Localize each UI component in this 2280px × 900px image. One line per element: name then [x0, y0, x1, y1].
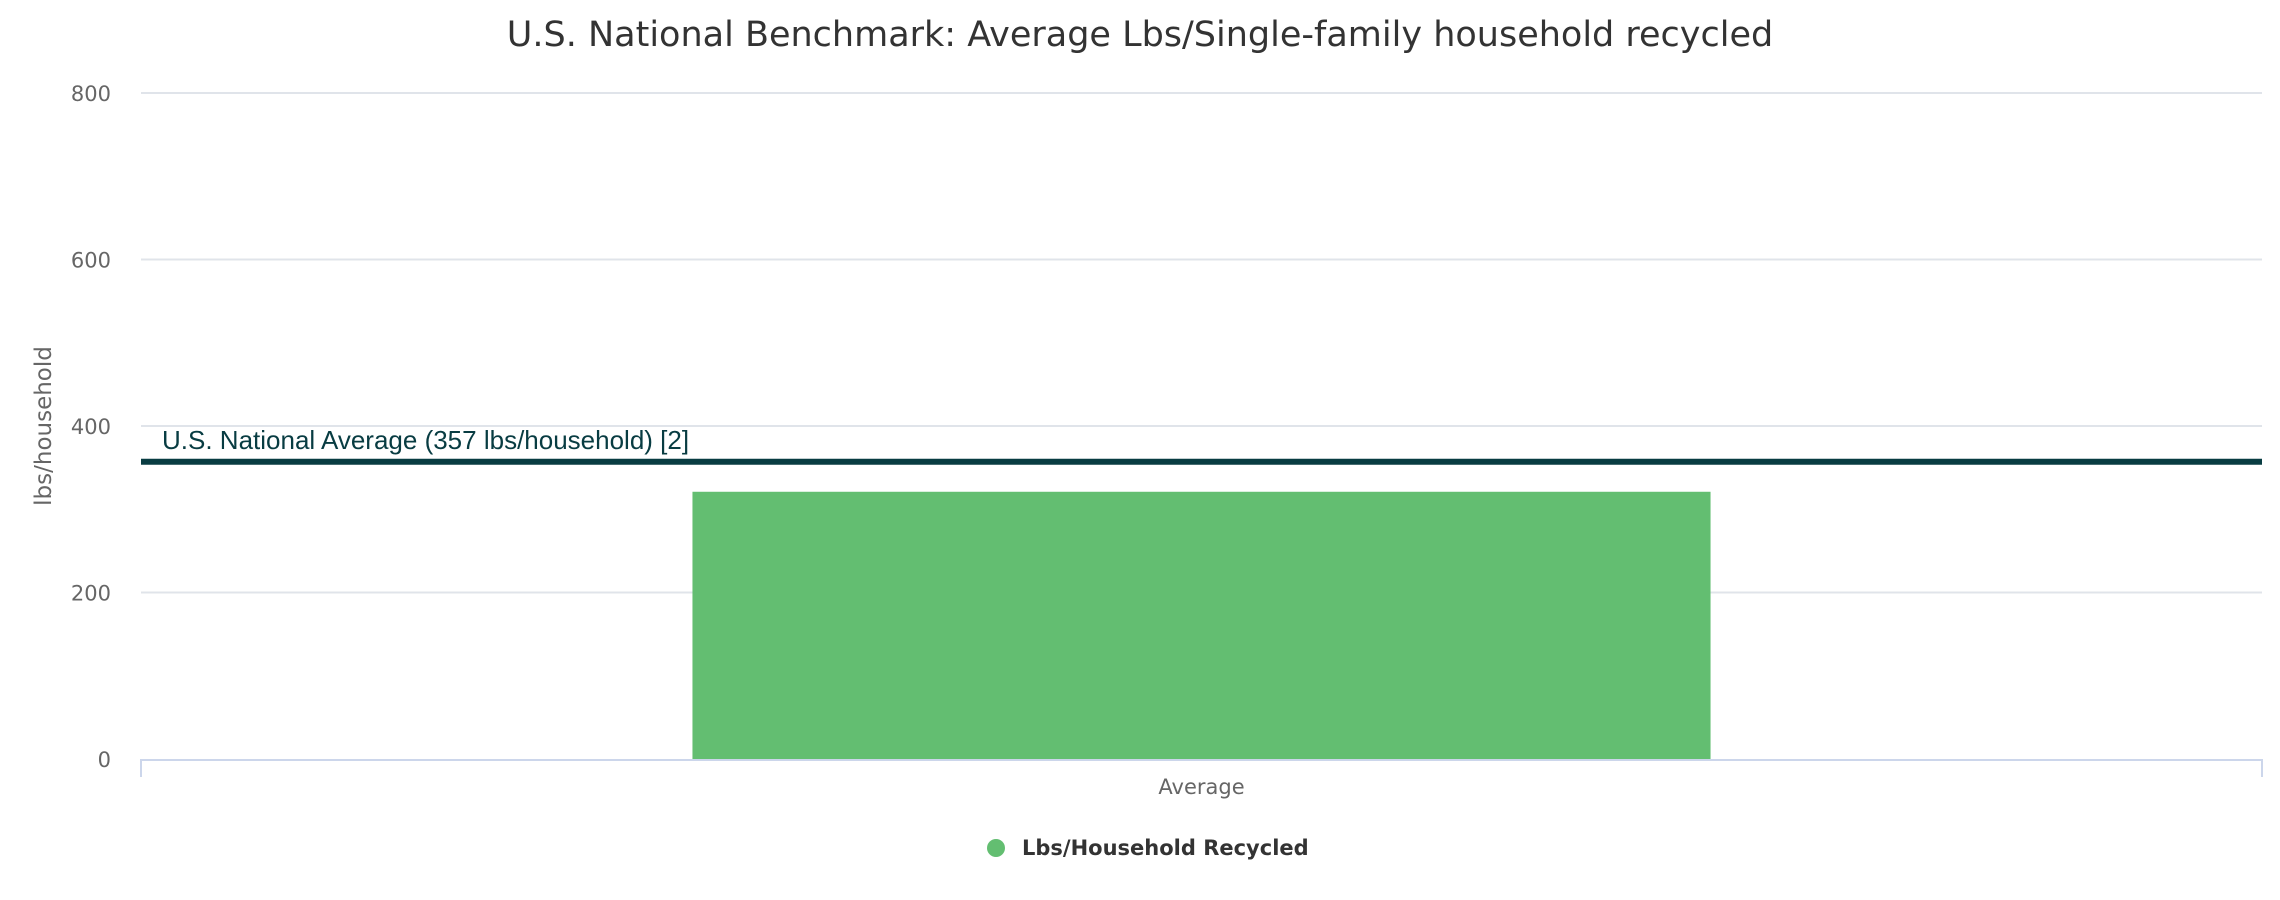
y-tick-label: 0 — [98, 748, 111, 772]
reference-line-group: U.S. National Average (357 lbs/household… — [141, 425, 2262, 465]
legend-label: Lbs/Household Recycled — [1022, 836, 1309, 860]
y-tick-label: 400 — [71, 415, 111, 439]
y-axis-ticks: 0 200 400 600 800 — [71, 82, 111, 772]
bar-average[interactable] — [692, 491, 1711, 759]
bars — [692, 491, 1711, 759]
legend-item[interactable]: Lbs/Household Recycled — [987, 836, 1309, 860]
chart-title: U.S. National Benchmark: Average Lbs/Sin… — [507, 15, 1773, 55]
x-tick-label: Average — [1158, 775, 1244, 799]
y-tick-label: 800 — [71, 82, 111, 106]
legend[interactable]: Lbs/Household Recycled — [987, 836, 1309, 860]
x-axis: Average — [140, 759, 2263, 799]
legend-marker — [987, 839, 1005, 857]
y-axis-title: lbs/household — [31, 346, 57, 506]
y-tick-label: 600 — [71, 249, 111, 273]
reference-line-label: U.S. National Average (357 lbs/household… — [162, 425, 689, 455]
y-tick-label: 200 — [71, 582, 111, 606]
